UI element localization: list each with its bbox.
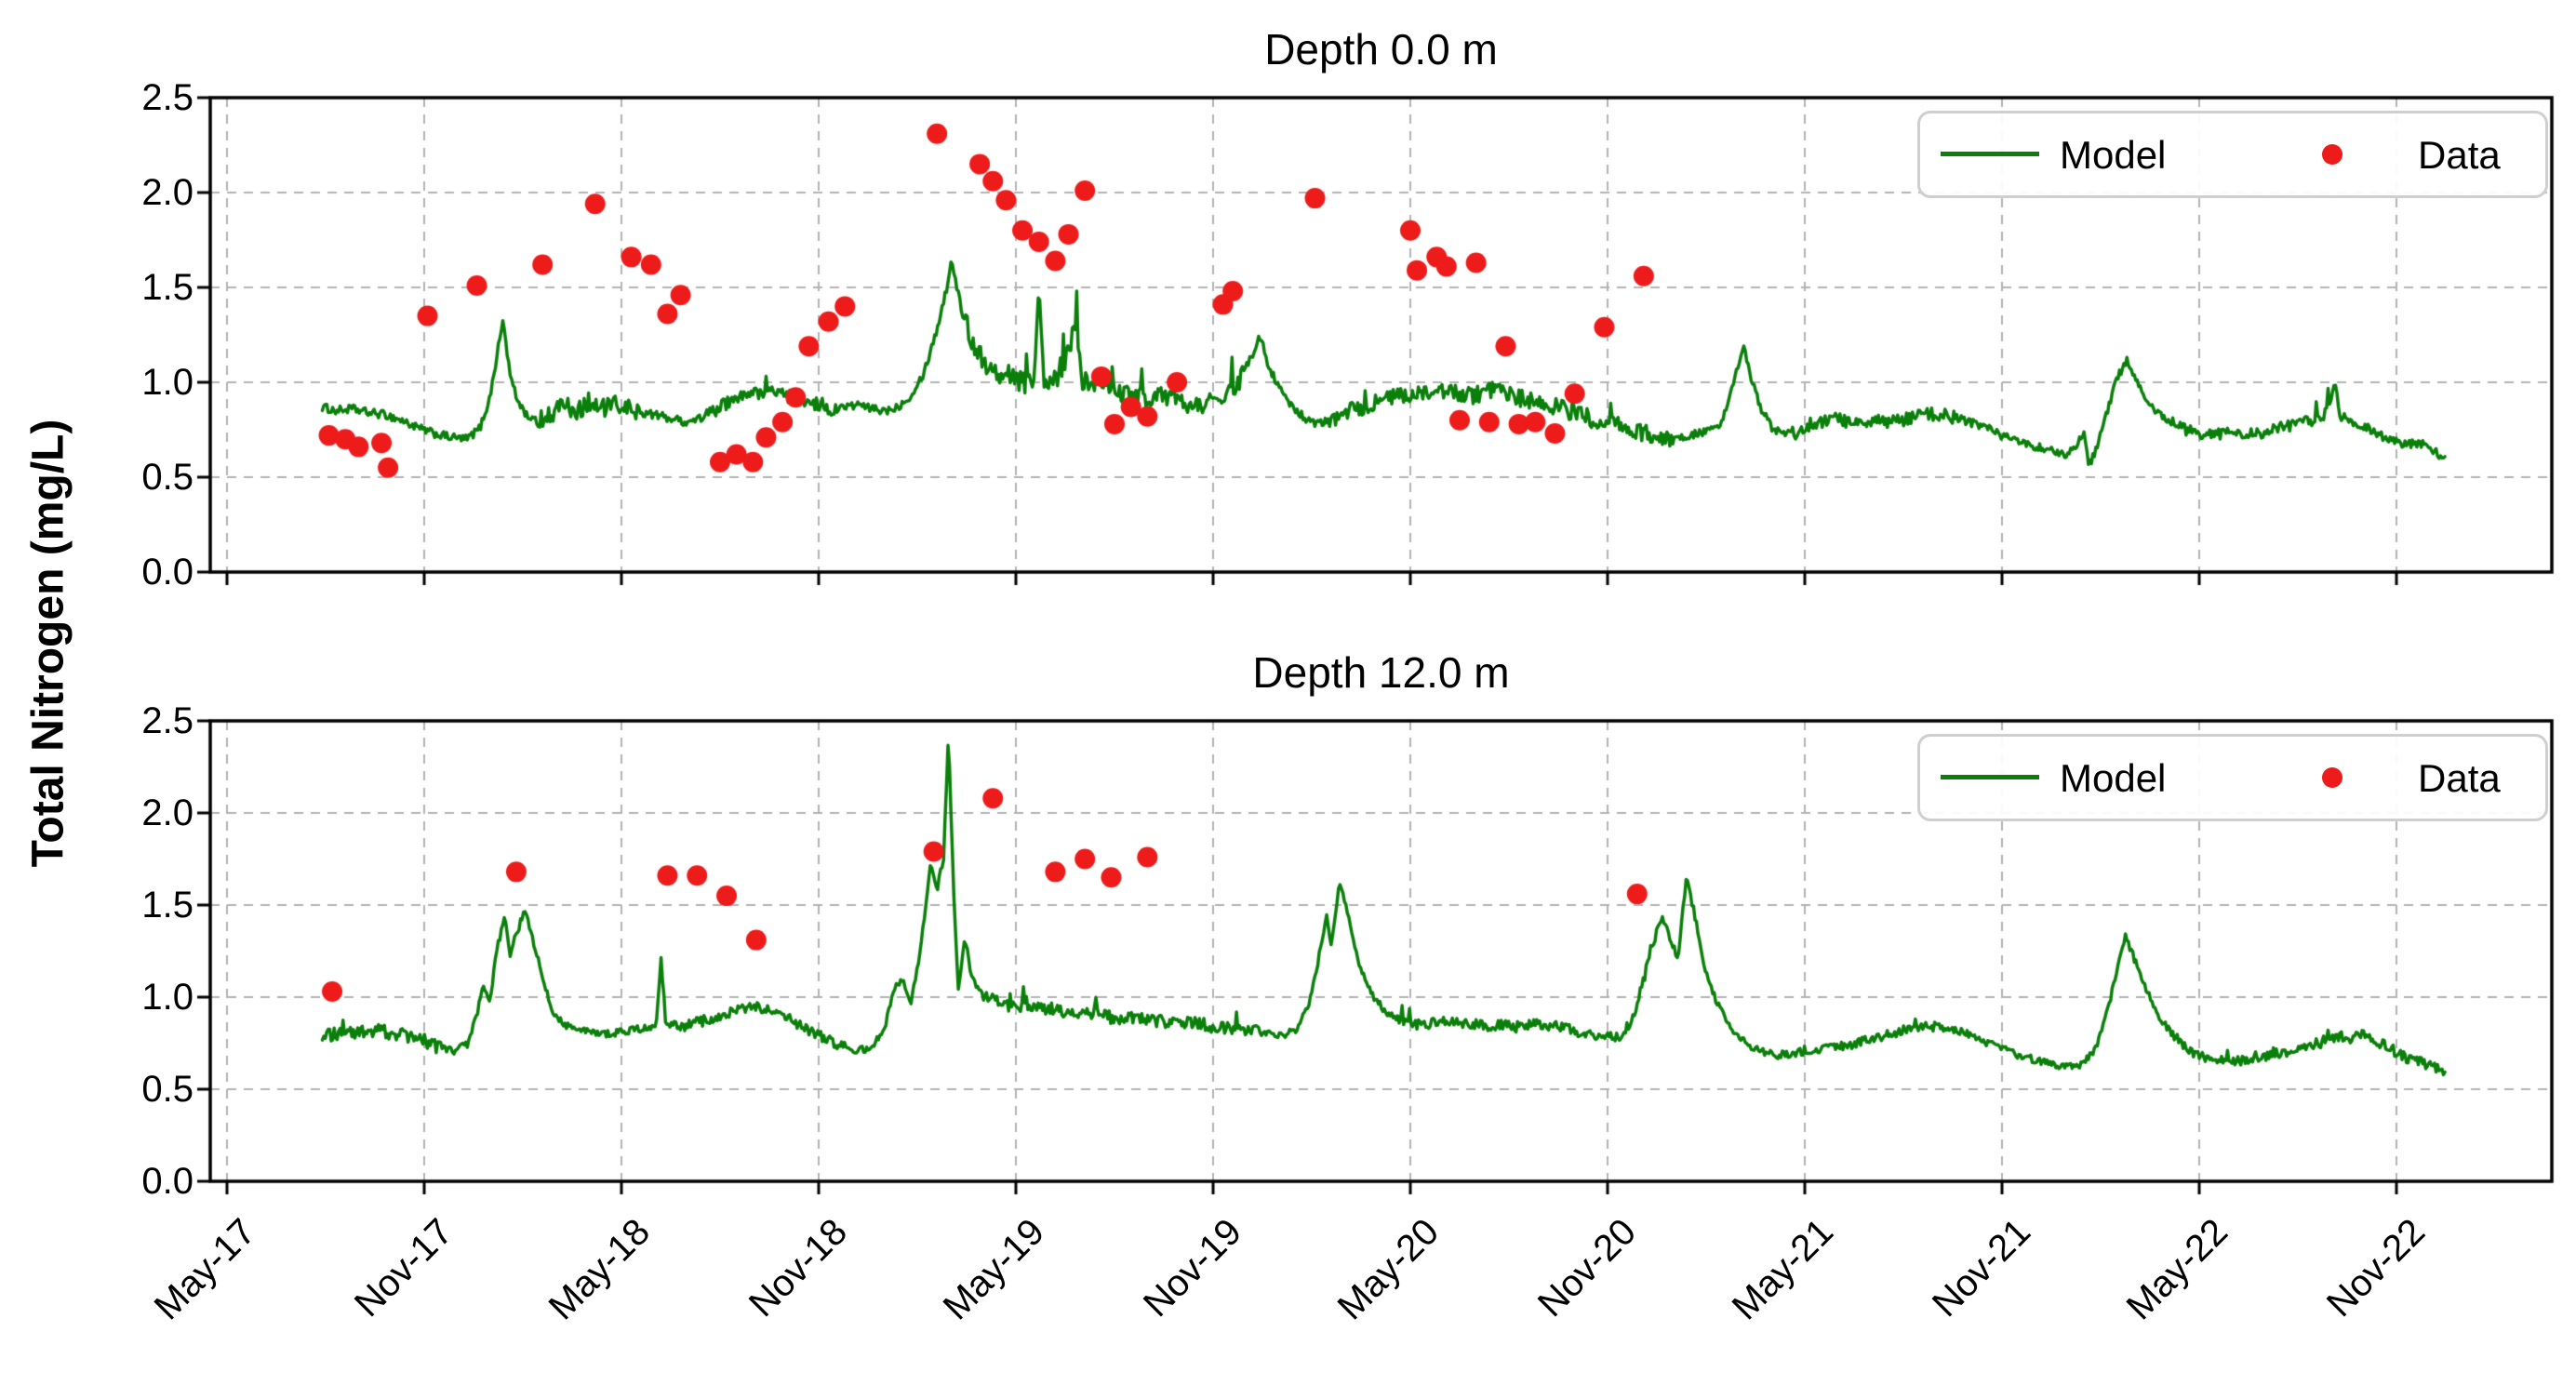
y-tick-label: 1.0 xyxy=(141,362,194,403)
panel-title-depth-0: Depth 0.0 m xyxy=(1264,25,1498,73)
legend-label-model: Model xyxy=(2060,133,2167,177)
y-tick-label: 1.5 xyxy=(141,267,194,308)
model-line-swatch xyxy=(1941,775,2039,779)
y-tick-label: 1.0 xyxy=(141,977,194,1018)
panel-title-depth-12: Depth 12.0 m xyxy=(1252,648,1510,697)
y-tick-label: 0.5 xyxy=(141,1069,194,1110)
y-tick-label: 0.0 xyxy=(141,552,194,593)
y-tick-label: 2.5 xyxy=(141,700,194,741)
y-tick-label: 1.5 xyxy=(141,885,194,926)
data-dot-swatch xyxy=(2322,767,2342,788)
legend-bottom: Model Data xyxy=(1917,734,2548,821)
legend-label-data: Data xyxy=(2418,133,2501,177)
data-dot-swatch xyxy=(2322,144,2342,165)
legend-label-data: Data xyxy=(2418,756,2501,800)
y-tick-label: 2.0 xyxy=(141,172,194,213)
y-tick-label: 2.5 xyxy=(141,77,194,118)
y-tick-label: 0.0 xyxy=(141,1161,194,1202)
legend-top: Model Data xyxy=(1917,111,2548,198)
y-tick-label: 2.0 xyxy=(141,792,194,833)
y-tick-label: 0.5 xyxy=(141,457,194,498)
model-line-swatch xyxy=(1941,152,2039,156)
legend-label-model: Model xyxy=(2060,756,2167,800)
